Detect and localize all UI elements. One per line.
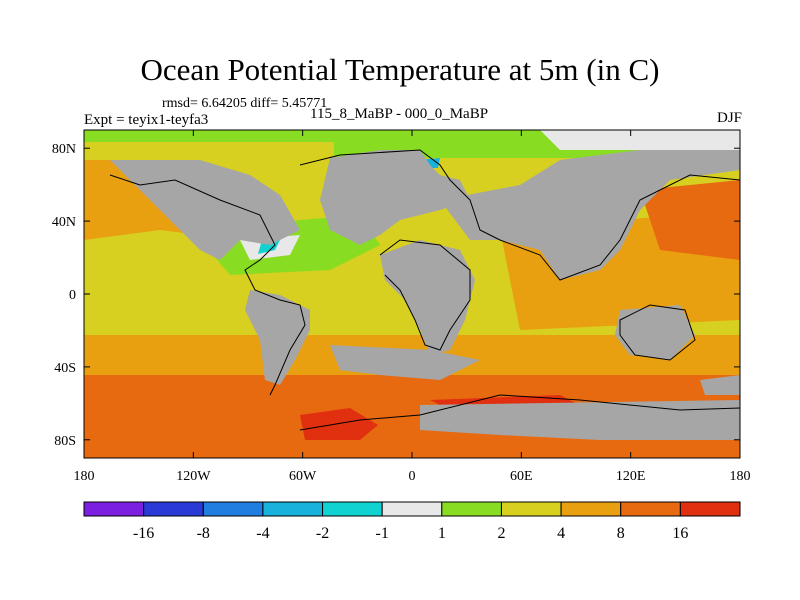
x-tick-label: 60W (289, 469, 317, 484)
colorbar-label: 2 (497, 525, 505, 542)
east-antarctic-fragment (700, 375, 740, 395)
y-tick-label: 80S (54, 434, 76, 449)
south-atlantic-land (330, 345, 480, 380)
colorbar-label: -8 (197, 525, 210, 542)
colorbar-swatch (679, 501, 741, 517)
south-america-land (245, 290, 310, 385)
colorbar-swatch (441, 501, 502, 517)
x-tick-label: 180 (730, 469, 751, 484)
antarctica-land (420, 400, 740, 440)
y-tick-label: 40S (54, 361, 76, 376)
australia-land (615, 305, 695, 360)
y-tick-label: 80N (52, 142, 76, 157)
experiment-label: Expt = teyix1-teyfa3 (84, 112, 209, 128)
rmsd-diff-stats: rmsd= 6.64205 diff= 5.45771 (162, 96, 328, 111)
x-axis: 180 120W 60W 0 60E 120E 180 (74, 130, 751, 484)
colorbar-swatch (560, 501, 622, 517)
colorbar-label: 4 (557, 525, 565, 542)
americas-coastline (109, 174, 306, 396)
x-tick-label: 120E (616, 469, 646, 484)
australia-coastline (619, 304, 696, 361)
colorbar-swatch (500, 501, 562, 517)
map-field (84, 130, 740, 458)
west-pacific-hot (640, 180, 740, 260)
colorbar-swatch (381, 501, 443, 517)
colorbar-swatch (262, 501, 324, 517)
colorbar-swatch (322, 501, 383, 517)
y-axis: 80N 40N 0 40S 80S (52, 142, 740, 449)
colorbar-swatch (83, 501, 145, 517)
asia-land (440, 150, 740, 280)
colorbar-label: 1 (438, 525, 446, 542)
eurasia-coastline (299, 149, 740, 281)
greenland-europe-land (320, 150, 470, 245)
colorbar-swatch (620, 501, 681, 517)
x-tick-label: 180 (74, 469, 95, 484)
colorbar-swatch (143, 501, 204, 517)
x-tick-label: 120W (176, 469, 211, 484)
colorbar-label: 8 (617, 525, 625, 542)
y-tick-label: 40N (52, 215, 76, 230)
colorbar-label: -4 (256, 525, 269, 542)
colorbar-label: -1 (376, 525, 389, 542)
colorbar-label: -2 (316, 525, 329, 542)
period-subtitle: 115_8_MaBP - 000_0_MaBP (310, 106, 489, 122)
colorbar-label: -16 (133, 525, 154, 542)
y-tick-label: 0 (69, 288, 76, 303)
chart-title: Ocean Potential Temperature at 5m (in C) (140, 52, 660, 87)
colorbar-swatch (202, 501, 264, 517)
north-america-land (110, 160, 300, 260)
africa-land (380, 240, 475, 355)
africa-coastline (379, 239, 471, 351)
arctic-neutral (540, 130, 740, 150)
x-tick-label: 60E (510, 469, 533, 484)
antarctica-coastline (299, 394, 740, 431)
season-label: DJF (716, 110, 742, 126)
arctic-yellow-strip (84, 142, 334, 158)
colorbar-label: 16 (672, 525, 688, 542)
coastlines (109, 149, 740, 431)
land-masses (110, 150, 740, 440)
x-tick-label: 0 (409, 469, 416, 484)
colorbar: -16 -8 -4 -2 -1 1 2 4 8 16 (83, 501, 741, 542)
